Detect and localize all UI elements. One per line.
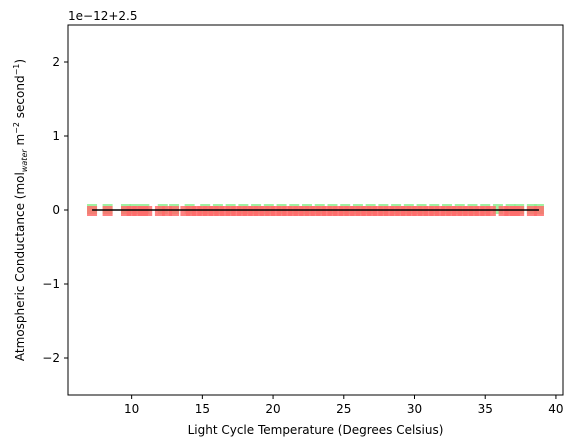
- offset-text: 1e−12+2.5: [68, 9, 137, 23]
- plot-frame: [67, 24, 564, 396]
- data-point: [457, 206, 468, 216]
- data-point: [423, 206, 434, 216]
- data-point: [203, 206, 214, 216]
- plot-area: [87, 204, 544, 216]
- data-point: [304, 206, 315, 216]
- data-point: [242, 206, 253, 216]
- data-point: [344, 206, 355, 216]
- data-point: [463, 206, 474, 216]
- data-point: [208, 206, 219, 216]
- data-point: [287, 206, 298, 216]
- data-point: [514, 206, 525, 216]
- data-point: [412, 206, 423, 216]
- data-point: [236, 206, 247, 216]
- data-point: [276, 206, 287, 216]
- data-point: [310, 206, 321, 216]
- data-point: [350, 206, 361, 216]
- data-point: [451, 206, 462, 216]
- data-point: [265, 206, 276, 216]
- data-point: [446, 206, 457, 216]
- x-tick-label: 10: [124, 402, 139, 416]
- x-tick-label: 30: [407, 402, 422, 416]
- data-point: [214, 206, 225, 216]
- data-point: [126, 206, 137, 216]
- data-point: [197, 206, 208, 216]
- data-point: [169, 206, 180, 216]
- data-point: [191, 206, 202, 216]
- x-axis-label: Light Cycle Temperature (Degrees Celsius…: [188, 423, 444, 437]
- y-tick-label: 0: [52, 203, 60, 217]
- data-point: [299, 206, 310, 216]
- data-point: [162, 206, 172, 216]
- y-tick-label: −1: [42, 277, 60, 291]
- data-point: [504, 206, 515, 216]
- data-point: [361, 206, 372, 216]
- data-point: [406, 206, 417, 216]
- data-point: [120, 206, 131, 216]
- data-point: [102, 206, 113, 216]
- data-point: [389, 206, 400, 216]
- x-tick-label: 15: [195, 402, 210, 416]
- data-point: [142, 206, 153, 216]
- y-tick-label: −2: [42, 351, 60, 365]
- data-point: [434, 206, 445, 216]
- data-point: [372, 206, 383, 216]
- data-point: [282, 206, 293, 216]
- data-point: [417, 206, 428, 216]
- data-point: [316, 206, 327, 216]
- data-point: [154, 206, 165, 216]
- data-point: [132, 206, 143, 216]
- data-point: [219, 206, 230, 216]
- data-point: [492, 204, 503, 214]
- y-tick-label: 1: [52, 129, 60, 143]
- data-point: [378, 206, 389, 216]
- data-point: [225, 206, 236, 216]
- y-axis-label: Atmospheric Conductance (molwater m−2 se…: [12, 59, 29, 361]
- data-point: [355, 206, 366, 216]
- data-point: [333, 206, 344, 216]
- y-axis: −2 −1 0 1 2: [42, 55, 68, 365]
- data-point: [253, 206, 264, 216]
- data-point: [440, 206, 451, 216]
- data-point: [186, 206, 197, 216]
- data-point: [270, 206, 281, 216]
- x-tick-label: 40: [548, 402, 563, 416]
- data-point: [367, 206, 378, 216]
- data-point: [480, 206, 491, 216]
- data-point: [248, 206, 259, 216]
- data-point: [533, 206, 544, 216]
- data-point: [259, 206, 270, 216]
- data-point: [180, 206, 191, 216]
- data-point: [293, 206, 304, 216]
- data-point: [384, 206, 395, 216]
- x-tick-label: 20: [265, 402, 280, 416]
- x-axis: 10 15 20 25 30 35 40: [124, 395, 564, 416]
- data-point: [338, 206, 349, 216]
- data-point: [327, 206, 338, 216]
- data-point: [231, 206, 242, 216]
- data-point: [498, 206, 509, 216]
- data-point: [87, 206, 98, 216]
- data-point: [401, 206, 412, 216]
- data-point: [474, 206, 485, 216]
- x-tick-label: 35: [478, 402, 493, 416]
- data-point: [485, 206, 496, 216]
- data-point: [321, 206, 332, 216]
- x-tick-label: 25: [336, 402, 351, 416]
- data-point: [526, 206, 537, 216]
- y-tick-label: 2: [52, 55, 60, 69]
- data-point: [429, 206, 440, 216]
- data-point: [395, 206, 406, 216]
- data-point: [468, 206, 479, 216]
